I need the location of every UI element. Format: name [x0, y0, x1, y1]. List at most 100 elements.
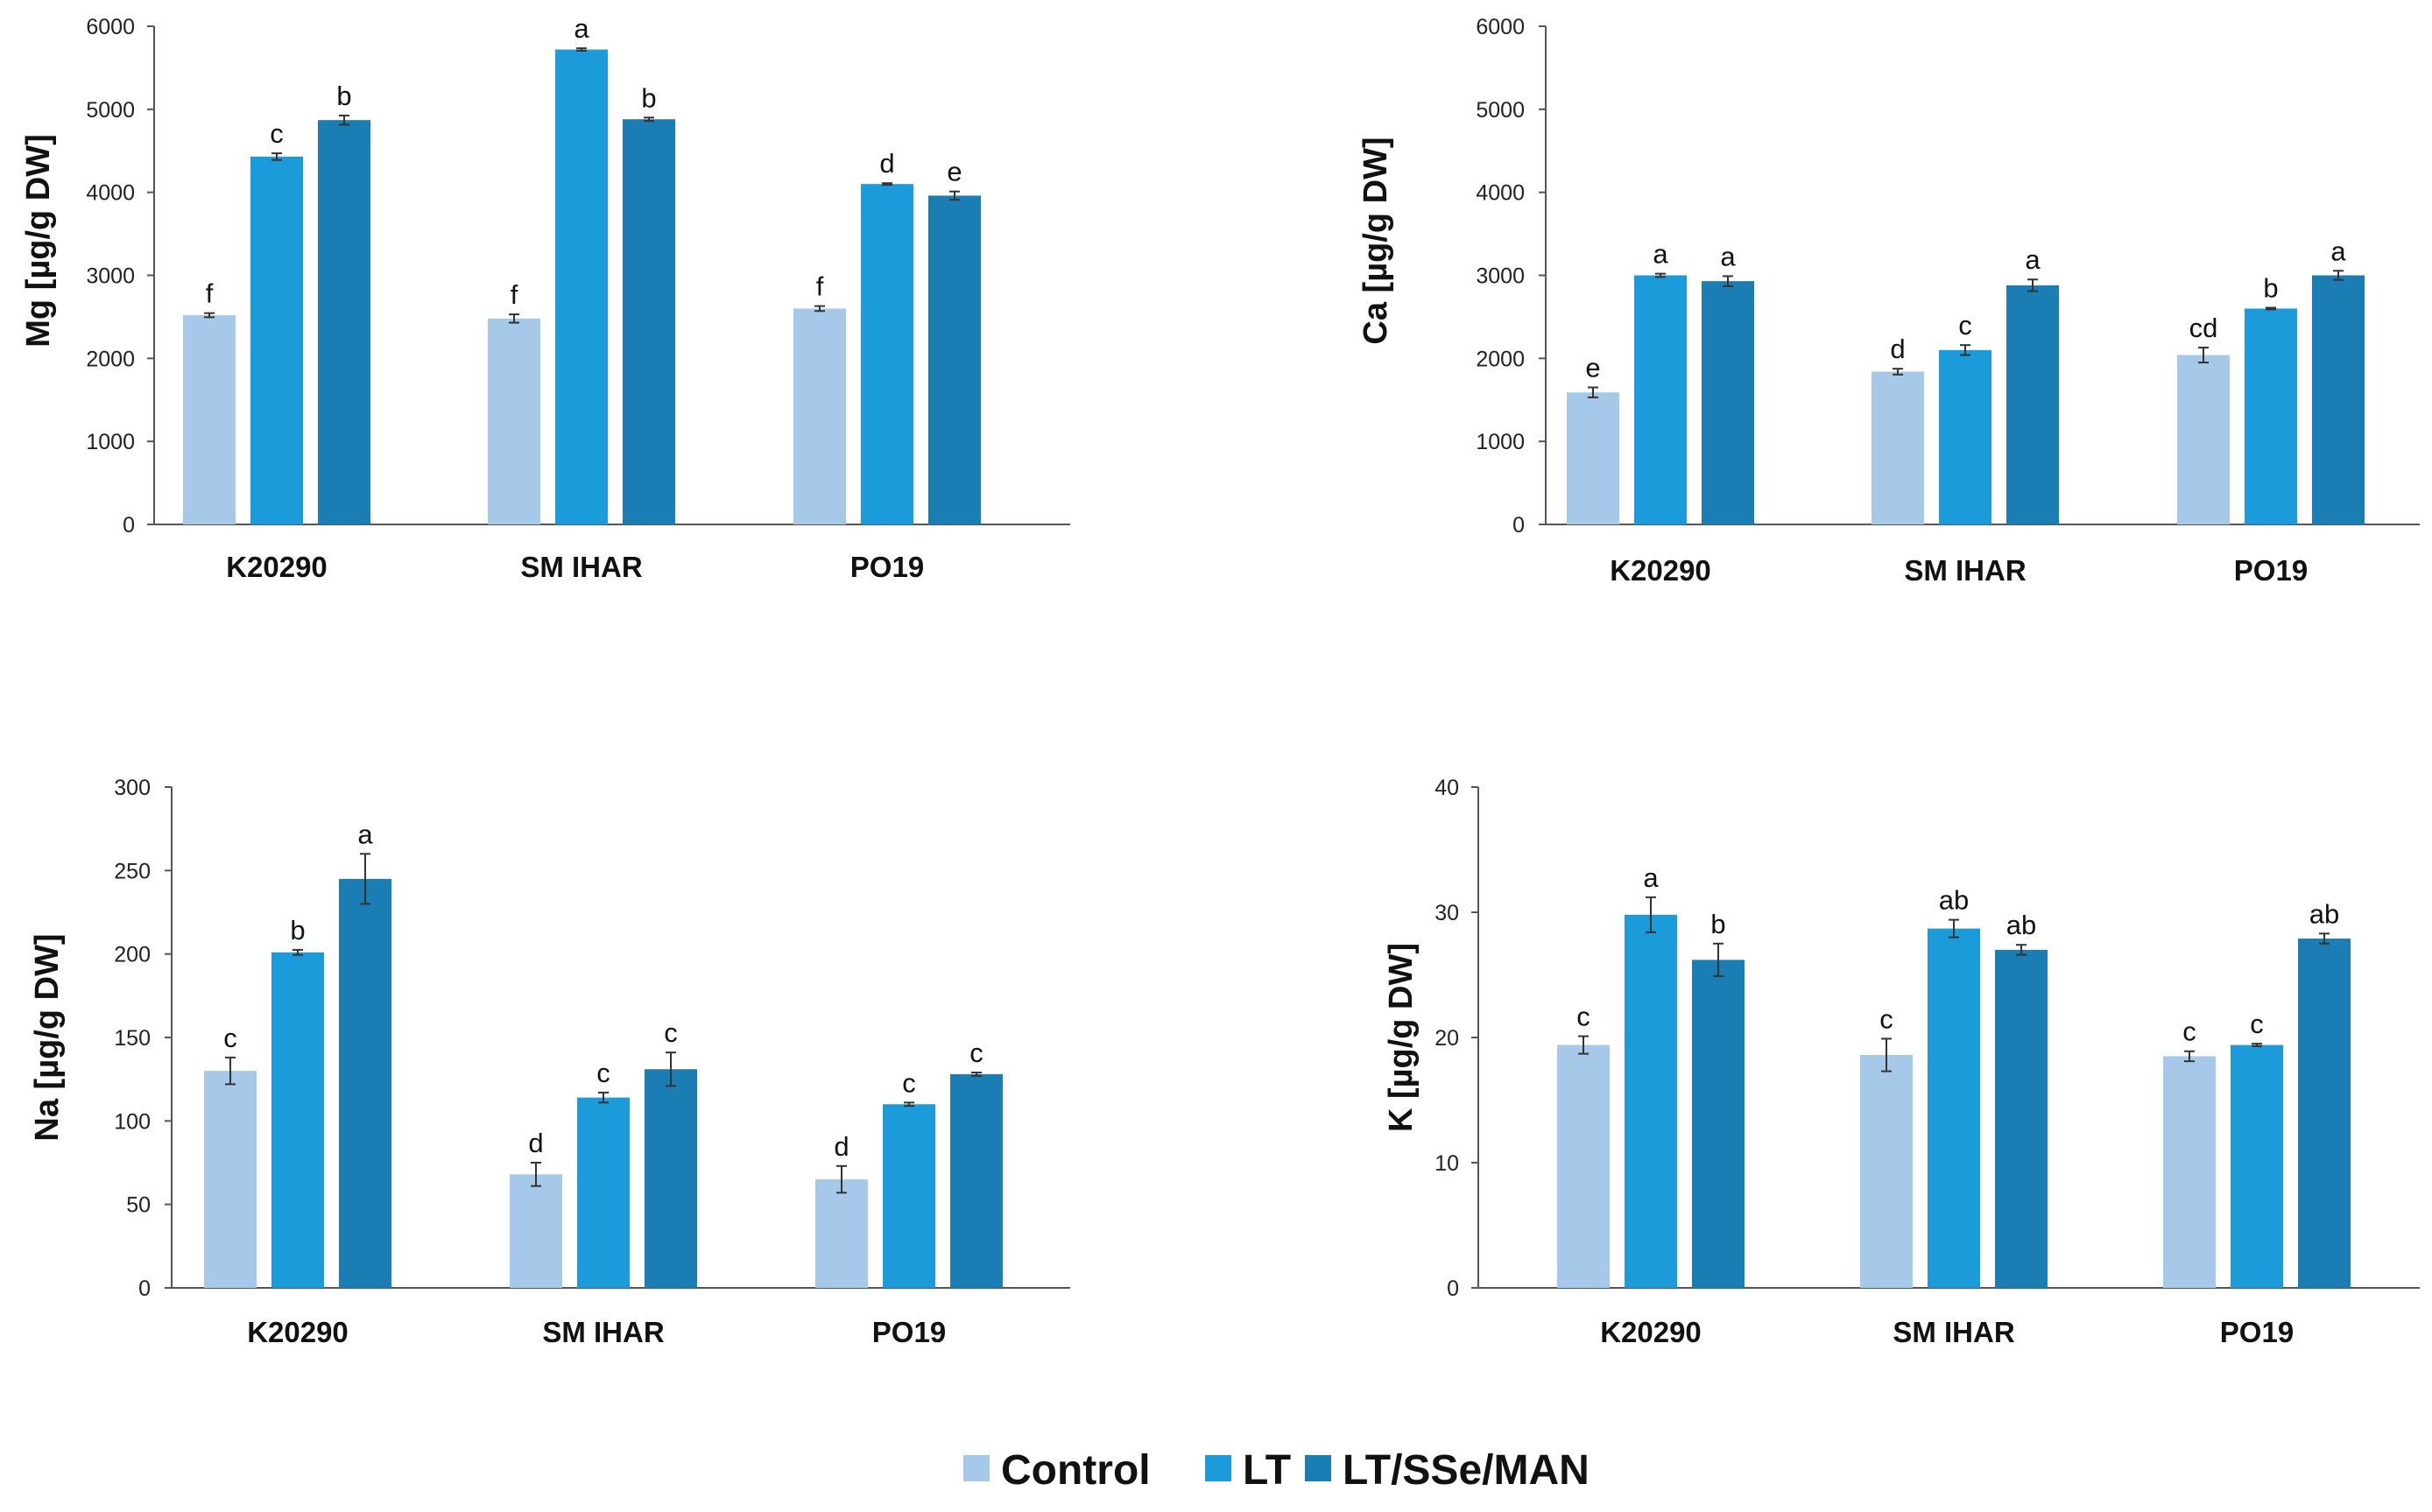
ca-bar-lt-k20290 — [1634, 275, 1687, 524]
na-bar-control-sm-ihar — [510, 1174, 562, 1288]
na-bar-control-k20290 — [204, 1071, 257, 1288]
na-y-tick-label: 200 — [114, 943, 151, 967]
na-significance-letter: c — [902, 1067, 916, 1098]
ca-bar-lt-po19 — [2245, 308, 2297, 524]
ca-significance-letter: cd — [2189, 313, 2218, 343]
mg-significance-letter: f — [816, 271, 824, 302]
k-y-tick-label: 10 — [1435, 1151, 1459, 1176]
na-bar-lt-po19 — [883, 1104, 935, 1288]
ca-significance-letter: e — [1585, 353, 1600, 383]
na-significance-letter: c — [664, 1017, 678, 1048]
na-category-label-k20290: K20290 — [247, 1316, 349, 1348]
na-y-tick-label: 150 — [114, 1026, 151, 1051]
na-significance-letter: d — [528, 1128, 543, 1158]
k-bar-lt-k20290 — [1625, 914, 1677, 1288]
na-bar-lt-sm-ihar — [577, 1097, 630, 1288]
mg-bar-lt-sm-ihar — [555, 49, 608, 524]
k-bar-lt-sse-man-k20290 — [1692, 960, 1745, 1288]
legend-label-lt: LT — [1243, 1447, 1291, 1494]
legend-swatch-lt — [1205, 1455, 1231, 1481]
k-bar-lt-sm-ihar — [1928, 928, 1980, 1288]
ca-significance-letter: b — [2263, 272, 2278, 303]
k-bar-control-po19 — [2163, 1056, 2216, 1288]
k-significance-letter: ab — [1939, 885, 1969, 916]
mg-y-tick-label: 3000 — [86, 264, 135, 289]
mg-y-tick-label: 1000 — [86, 430, 135, 454]
na-bar-control-po19 — [815, 1179, 868, 1288]
k-significance-letter: ab — [2006, 910, 2036, 940]
ca-y-axis-label: Ca [µg/g DW] — [1357, 137, 1394, 344]
mg-significance-letter: a — [574, 13, 589, 44]
na-category-label-po19: PO19 — [872, 1316, 946, 1348]
na-significance-letter: b — [290, 915, 305, 946]
k-category-label-po19: PO19 — [2220, 1316, 2294, 1348]
mg-chart: Mg [µg/g DW] 0 1000 2000 3000 4000 5000 6000 K2… — [20, 13, 1070, 583]
ca-category-label-k20290: K20290 — [1610, 554, 1711, 587]
k-significance-letter: c — [2250, 1009, 2264, 1039]
mg-y-tick-label: 0 — [123, 513, 135, 538]
mg-bar-lt-sse-man-po19 — [928, 195, 981, 524]
k-bar-lt-sse-man-sm-ihar — [1995, 949, 2048, 1288]
mg-bar-control-sm-ihar — [488, 318, 540, 524]
legend-swatch-lt-sse-man — [1305, 1455, 1331, 1481]
ca-significance-letter: a — [1720, 241, 1736, 271]
na-bar-lt-sse-man-k20290 — [339, 878, 391, 1288]
mg-significance-letter: b — [641, 82, 656, 113]
na-chart: Na [µg/g DW] 0 50 100 150 200 250 300 K20290 SM … — [29, 776, 1070, 1348]
ca-bar-control-po19 — [2177, 355, 2230, 524]
mg-category-label-po19: PO19 — [850, 551, 924, 583]
k-category-label-sm-ihar: SM IHAR — [1893, 1316, 2015, 1348]
mg-significance-letter: b — [336, 81, 351, 111]
k-bar-control-sm-ihar — [1860, 1055, 1913, 1288]
k-significance-letter: c — [2182, 1016, 2196, 1047]
mg-y-tick-label: 6000 — [86, 15, 135, 39]
na-y-tick-label: 100 — [114, 1109, 151, 1134]
k-y-tick-label: 40 — [1435, 776, 1459, 800]
ca-bar-control-k20290 — [1567, 392, 1619, 524]
mg-bar-lt-k20290 — [250, 156, 303, 524]
mg-category-label-k20290: K20290 — [226, 551, 328, 583]
mg-bar-control-po19 — [793, 308, 846, 524]
legend: Control LT LT/SSe/MAN — [963, 1447, 1590, 1494]
k-chart: K [µg/g DW] 0 10 20 30 40 K20290 SM IHAR PO19 c c… — [1383, 776, 2420, 1348]
na-y-axis-label: Na [µg/g DW] — [29, 933, 66, 1141]
ca-y-tick-label: 4000 — [1476, 181, 1525, 206]
mg-y-tick-label: 4000 — [86, 181, 135, 206]
k-y-tick-label: 20 — [1435, 1026, 1459, 1051]
ca-y-tick-label: 0 — [1512, 513, 1525, 538]
mg-significance-letter: f — [206, 278, 214, 309]
na-category-label-sm-ihar: SM IHAR — [542, 1316, 665, 1348]
na-significance-letter: c — [969, 1037, 983, 1068]
mg-y-tick-label: 2000 — [86, 347, 135, 371]
ca-y-tick-label: 1000 — [1476, 430, 1525, 454]
k-y-axis-label: K [µg/g DW] — [1383, 943, 1420, 1132]
ca-significance-letter: d — [1890, 334, 1905, 364]
na-y-tick-label: 300 — [114, 776, 151, 800]
ca-bar-lt-sm-ihar — [1939, 349, 1991, 524]
na-significance-letter: c — [596, 1058, 610, 1088]
na-bar-lt-k20290 — [271, 952, 324, 1288]
k-category-label-k20290: K20290 — [1600, 1316, 1702, 1348]
mg-significance-letter: f — [511, 279, 518, 310]
na-bar-lt-sse-man-sm-ihar — [645, 1069, 697, 1288]
legend-label-control: Control — [1001, 1447, 1151, 1494]
k-significance-letter: b — [1710, 909, 1725, 939]
ca-significance-letter: c — [1958, 310, 1972, 341]
mg-bar-lt-po19 — [861, 184, 913, 524]
ca-significance-letter: a — [2025, 244, 2041, 275]
ca-y-tick-label: 3000 — [1476, 264, 1525, 289]
k-bar-control-k20290 — [1557, 1044, 1610, 1288]
k-y-tick-label: 0 — [1447, 1276, 1459, 1301]
na-y-tick-label: 0 — [138, 1276, 151, 1301]
ca-y-tick-label: 6000 — [1476, 15, 1525, 39]
k-significance-letter: c — [1879, 1003, 1893, 1034]
k-significance-letter: a — [1643, 862, 1659, 893]
mg-category-label-sm-ihar: SM IHAR — [520, 551, 643, 583]
na-significance-letter: a — [357, 819, 373, 849]
mg-y-axis-label: Mg [µg/g DW] — [20, 134, 57, 347]
ca-category-label-sm-ihar: SM IHAR — [1904, 554, 2027, 587]
ca-bar-lt-sse-man-sm-ihar — [2006, 285, 2059, 524]
k-bar-lt-po19 — [2231, 1044, 2283, 1288]
